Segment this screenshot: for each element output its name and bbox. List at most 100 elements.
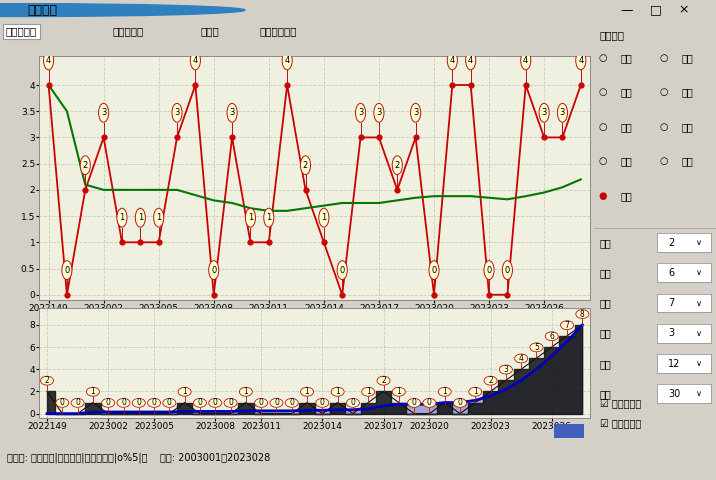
Text: 1: 1 xyxy=(120,213,125,222)
Ellipse shape xyxy=(163,398,176,408)
Point xyxy=(281,81,293,89)
Point xyxy=(61,291,72,299)
Circle shape xyxy=(0,4,245,16)
Text: ○: ○ xyxy=(599,122,607,132)
Text: ○: ○ xyxy=(599,87,607,97)
Ellipse shape xyxy=(484,261,494,279)
Ellipse shape xyxy=(499,365,513,374)
Point xyxy=(135,239,146,246)
Text: 3: 3 xyxy=(541,108,547,117)
Ellipse shape xyxy=(484,376,497,385)
Text: 1: 1 xyxy=(335,387,340,396)
Point xyxy=(79,186,91,194)
Ellipse shape xyxy=(255,398,268,408)
Text: 6: 6 xyxy=(549,332,554,341)
Point xyxy=(392,186,403,194)
Text: 1: 1 xyxy=(137,213,143,222)
Text: 指定: 指定 xyxy=(682,156,694,166)
Ellipse shape xyxy=(521,51,531,70)
Ellipse shape xyxy=(539,103,549,122)
Text: 质合: 质合 xyxy=(621,87,632,97)
Ellipse shape xyxy=(239,387,252,396)
Text: 0: 0 xyxy=(458,398,463,408)
Ellipse shape xyxy=(392,156,402,175)
Point xyxy=(43,81,54,89)
Ellipse shape xyxy=(154,208,164,227)
Text: 0: 0 xyxy=(211,265,216,275)
Ellipse shape xyxy=(56,398,69,408)
Ellipse shape xyxy=(301,387,314,396)
Ellipse shape xyxy=(356,103,366,122)
Text: 1: 1 xyxy=(183,387,187,396)
Ellipse shape xyxy=(377,376,390,385)
Text: 余数: 余数 xyxy=(682,87,694,97)
Text: 2: 2 xyxy=(44,376,49,385)
Text: 遮扁: 遮扁 xyxy=(621,156,632,166)
Ellipse shape xyxy=(530,343,543,352)
Ellipse shape xyxy=(301,156,311,175)
Text: 1: 1 xyxy=(248,213,253,222)
Ellipse shape xyxy=(503,261,513,279)
Ellipse shape xyxy=(576,51,586,70)
Ellipse shape xyxy=(263,208,274,227)
Ellipse shape xyxy=(465,51,475,70)
Text: 3: 3 xyxy=(413,108,418,117)
Text: 1: 1 xyxy=(90,387,95,396)
Ellipse shape xyxy=(193,398,206,408)
Text: 0: 0 xyxy=(64,265,69,275)
Ellipse shape xyxy=(515,354,528,363)
Text: 1: 1 xyxy=(266,213,271,222)
Ellipse shape xyxy=(71,398,84,408)
Text: 连续: 连续 xyxy=(621,191,632,201)
Text: 3: 3 xyxy=(174,108,180,117)
Text: 0: 0 xyxy=(213,398,218,408)
Text: 0: 0 xyxy=(136,398,141,408)
Text: 0: 0 xyxy=(505,265,510,275)
Ellipse shape xyxy=(172,103,182,122)
Point xyxy=(190,81,201,89)
Point xyxy=(575,81,586,89)
Text: —: — xyxy=(620,3,633,17)
Ellipse shape xyxy=(147,398,160,408)
Bar xyxy=(554,424,584,438)
Text: 0: 0 xyxy=(106,398,111,408)
Text: 0: 0 xyxy=(486,265,492,275)
Text: 0: 0 xyxy=(339,265,345,275)
Point xyxy=(337,291,348,299)
Point xyxy=(226,133,238,141)
Text: 2: 2 xyxy=(381,376,386,385)
Ellipse shape xyxy=(374,103,384,122)
Text: 0: 0 xyxy=(198,398,203,408)
Text: 上下关系分析: 上下关系分析 xyxy=(260,26,297,36)
Point xyxy=(483,291,495,299)
Text: 区间: 区间 xyxy=(682,122,694,132)
Text: 2: 2 xyxy=(395,161,400,170)
Text: 4: 4 xyxy=(46,56,51,65)
Text: 0: 0 xyxy=(431,265,437,275)
Text: 5: 5 xyxy=(534,343,539,352)
Text: 3: 3 xyxy=(560,108,565,117)
Ellipse shape xyxy=(558,103,568,122)
Text: ○: ○ xyxy=(659,87,668,97)
Ellipse shape xyxy=(41,376,54,385)
Text: 奇偶: 奇偶 xyxy=(621,53,632,63)
Ellipse shape xyxy=(316,398,329,408)
Text: 0: 0 xyxy=(167,398,172,408)
Ellipse shape xyxy=(190,51,200,70)
Ellipse shape xyxy=(135,208,145,227)
Text: ☑ 显示平均线: ☑ 显示平均线 xyxy=(600,419,641,429)
Text: 1: 1 xyxy=(156,213,161,222)
Text: 4: 4 xyxy=(523,56,528,65)
Ellipse shape xyxy=(208,261,219,279)
Text: 分布图: 分布图 xyxy=(200,26,219,36)
Ellipse shape xyxy=(337,261,347,279)
Point xyxy=(557,133,569,141)
Ellipse shape xyxy=(102,398,115,408)
Ellipse shape xyxy=(410,103,421,122)
Point xyxy=(263,239,274,246)
Point xyxy=(171,133,183,141)
Text: 3: 3 xyxy=(503,365,508,374)
Text: ○: ○ xyxy=(659,156,668,166)
Text: 指定: 指定 xyxy=(600,359,611,369)
Ellipse shape xyxy=(227,103,237,122)
